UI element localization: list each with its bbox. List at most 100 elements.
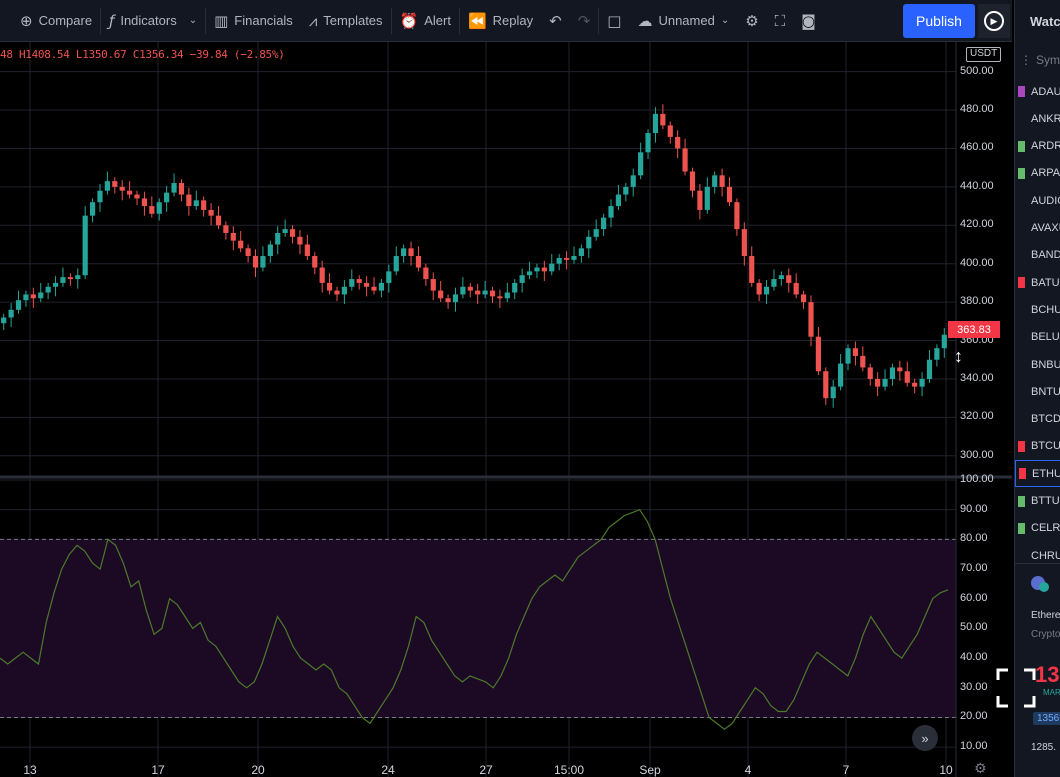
watchlist-row[interactable]: AUDIOUSDT: [1015, 187, 1060, 214]
fullscreen-icon: ⛶: [774, 11, 786, 30]
candle-body: [23, 294, 29, 301]
publish-button[interactable]: Publish: [903, 4, 975, 38]
watchlist-row[interactable]: AVAXUSDT: [1015, 215, 1060, 242]
candle-body: [623, 186, 629, 195]
candle-body: [8, 309, 14, 318]
candle-body: [852, 348, 859, 356]
currency-badge[interactable]: USDT: [966, 47, 1002, 62]
watchlist-row[interactable]: BCHUSDT: [1015, 296, 1060, 323]
candle-body: [75, 275, 81, 280]
watchlist-row[interactable]: BNTUSDT: [1015, 378, 1060, 405]
bar-chart-icon: ▥: [214, 11, 229, 30]
rewind-icon: ⏪: [467, 11, 487, 30]
candle-body: [164, 192, 170, 203]
financials-button[interactable]: ▥ Financials: [206, 0, 301, 42]
candle-body: [230, 232, 236, 241]
symbol-low: 1285.: [1031, 742, 1057, 753]
price-tick-label: 440.00: [960, 179, 994, 192]
layout-name-button[interactable]: ☁ Unnamed ⌄: [629, 0, 737, 42]
candle-body: [726, 186, 733, 203]
fullscreen-button[interactable]: ⛶: [767, 0, 794, 42]
watchlist-row[interactable]: ARDRUSDT: [1015, 133, 1060, 160]
replay-button[interactable]: ⏪ Replay: [460, 0, 541, 42]
watchlist-symbol: ANKRUSDT: [1031, 112, 1060, 125]
watchlist-symbol: BTCDOMUSDT: [1031, 413, 1060, 426]
watchlist-row[interactable]: BTTUSDT: [1015, 488, 1060, 515]
flag-icon[interactable]: [1018, 440, 1025, 452]
watchlist-symbol: CHRUSDT: [1031, 549, 1060, 562]
candle-body: [875, 378, 881, 387]
market-status: MARKET: [1043, 688, 1060, 697]
watchlist-row[interactable]: BTCDOMUSDT: [1015, 406, 1060, 433]
watchlist-symbol: AUDIOUSDT: [1031, 194, 1060, 207]
watchlist-symbol: CELRUSDT: [1031, 522, 1060, 535]
price-tick-label: 480.00: [960, 103, 994, 116]
candle-body: [371, 286, 377, 291]
gear-icon: ⚙: [745, 11, 759, 30]
candle-body: [734, 202, 740, 230]
candle-body: [89, 202, 96, 216]
redo-button[interactable]: ↷: [570, 0, 599, 42]
candle-body: [67, 277, 73, 280]
watchlist-row[interactable]: BNBUSDT: [1015, 351, 1060, 378]
play-button[interactable]: ▶: [978, 4, 1010, 38]
snapshot-button[interactable]: ◙: [793, 0, 824, 42]
top-toolbar: ⊕ Compare ƒ Indicators ⌄ ▥ Financials ⩘ …: [0, 0, 1012, 42]
watchlist-symbol: BTCUSDT: [1031, 440, 1060, 453]
flag-icon[interactable]: [1018, 167, 1025, 179]
time-tick-label: 27: [479, 763, 493, 777]
candle-body: [897, 367, 903, 372]
watchlist-title[interactable]: Watchlist: [1030, 13, 1060, 29]
flag-icon[interactable]: [1018, 495, 1025, 507]
templates-button[interactable]: ⩘ Templates: [301, 0, 391, 42]
watchlist-row[interactable]: ANKRUSDT: [1015, 105, 1060, 132]
chevron-down-icon[interactable]: ⌄: [188, 15, 198, 26]
candle-body: [712, 175, 718, 187]
candle-body: [697, 190, 703, 210]
candle-body: [45, 286, 51, 293]
flag-icon[interactable]: [1018, 522, 1025, 534]
candle-body: [800, 294, 807, 303]
rsi-tick-label: 80.00: [960, 532, 988, 545]
price-chart[interactable]: [0, 0, 1012, 777]
symbol-column-header[interactable]: ⋮ Symbol: [1015, 50, 1060, 70]
scroll-to-realtime-button[interactable]: »: [912, 725, 938, 751]
watchlist-row[interactable]: BANDUSDT: [1015, 242, 1060, 269]
watchlist-row[interactable]: ARPAUSDT: [1015, 160, 1060, 187]
settings-button[interactable]: ⚙: [737, 0, 766, 42]
watchlist-row[interactable]: ADAUSDT: [1015, 78, 1060, 105]
flag-icon[interactable]: [1018, 277, 1025, 289]
watchlist-row[interactable]: ETHUSDT: [1015, 460, 1060, 488]
flag-icon[interactable]: [1018, 86, 1025, 97]
candle-body: [364, 282, 370, 287]
candle-body: [467, 286, 473, 291]
watchlist-row[interactable]: BATUSDT: [1015, 269, 1060, 296]
candle-body: [749, 256, 755, 283]
indicators-button[interactable]: ƒ Indicators ⌄: [101, 0, 205, 42]
watchlist-row[interactable]: BTCUSDT: [1015, 433, 1060, 460]
candle-body: [282, 229, 288, 233]
templates-label: Templates: [323, 13, 383, 28]
flag-icon[interactable]: [1018, 140, 1025, 152]
toolbar-divider: [100, 7, 102, 34]
candle-body: [201, 200, 207, 210]
candle-body: [38, 292, 44, 299]
flag-icon[interactable]: [1019, 468, 1026, 480]
price-tick-label: 460.00: [960, 141, 994, 154]
candle-body: [867, 367, 873, 379]
rsi-tick-label: 100.00: [960, 473, 994, 485]
undo-button[interactable]: ↶: [541, 0, 570, 42]
select-layout-button[interactable]: □: [599, 0, 629, 42]
candle-body: [830, 386, 836, 399]
watchlist-row[interactable]: BELUSDT: [1015, 324, 1060, 351]
watchlist-row[interactable]: CELRUSDT: [1015, 515, 1060, 542]
watchlist-row[interactable]: CHRUSDT: [1015, 542, 1060, 569]
plus-circle-icon: ⊕: [20, 11, 33, 30]
alert-button[interactable]: ⏰ Alert: [392, 0, 459, 42]
candle-body: [452, 294, 459, 303]
candle-body: [563, 257, 570, 260]
gear-icon[interactable]: ⚙: [974, 760, 987, 776]
candle-body: [30, 294, 36, 299]
rsi-band-lines: [0, 538, 956, 718]
compare-button[interactable]: ⊕ Compare: [0, 0, 100, 42]
